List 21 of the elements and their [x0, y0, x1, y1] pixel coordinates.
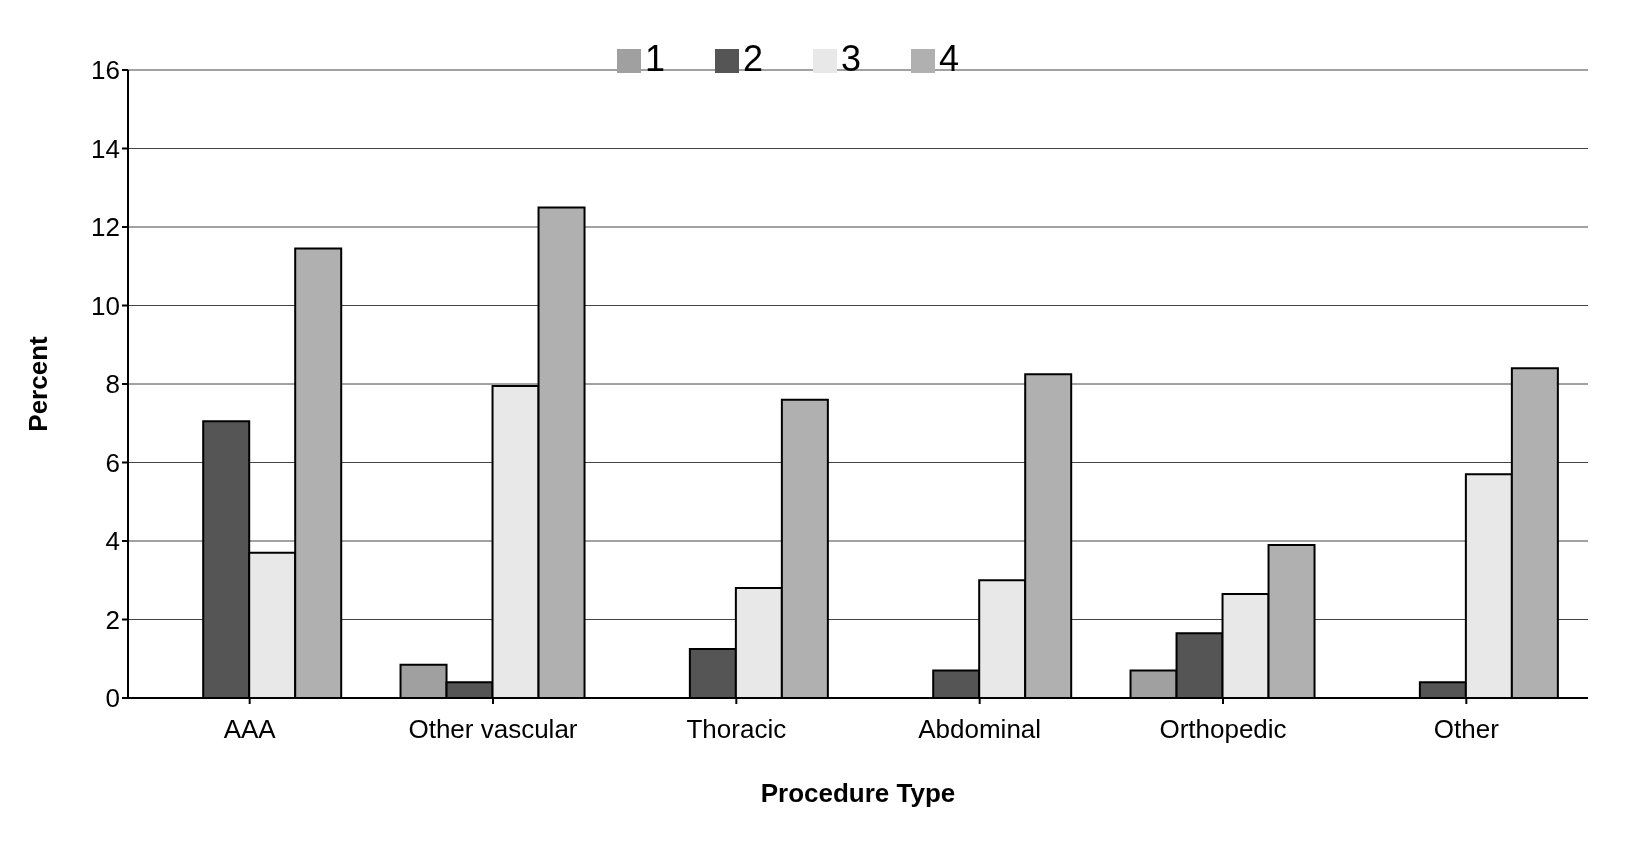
y-tick-label: 10 [91, 290, 120, 321]
legend-label: 2 [742, 38, 763, 79]
x-tick-label: Thoracic [686, 714, 787, 745]
y-tick-label: 16 [91, 55, 120, 86]
y-tick-label: 6 [105, 447, 120, 478]
legend-label: 4 [939, 38, 960, 79]
y-tick-label: 2 [105, 604, 120, 635]
legend-label: 3 [841, 38, 862, 79]
y-tick-label: 8 [105, 369, 120, 400]
y-axis-title: Percent [23, 335, 54, 432]
y-tick-label: 14 [91, 133, 120, 164]
x-axis-title: Procedure Type [760, 778, 956, 808]
legend-label: 1 [644, 38, 665, 79]
x-tick-label: Other vascular [408, 714, 578, 745]
y-tick-label: 12 [91, 212, 120, 243]
x-tick-label: Abdominal [918, 714, 1042, 745]
x-tick-label: AAA [223, 714, 277, 745]
y-tick-label: 0 [105, 683, 120, 714]
x-tick-label: Other [1433, 714, 1500, 745]
x-tick-label: Orthopedic [1159, 714, 1287, 745]
y-tick-label: 4 [105, 526, 120, 557]
